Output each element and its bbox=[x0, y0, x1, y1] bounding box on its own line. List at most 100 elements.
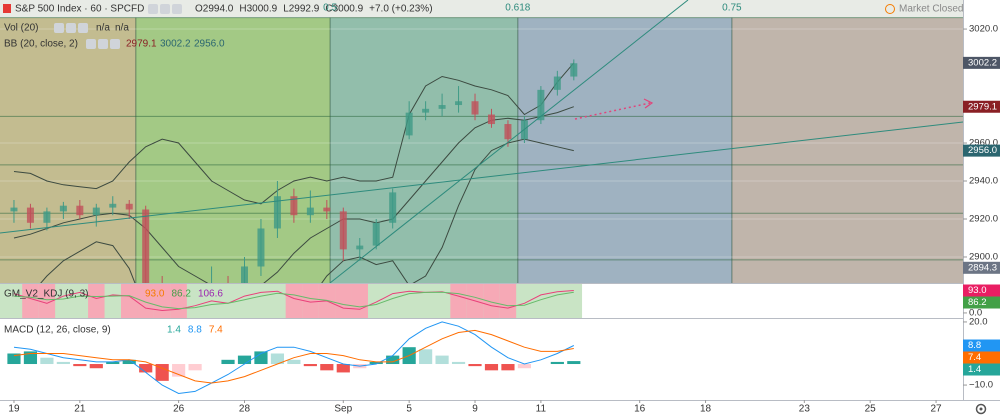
ohlc-value: O2994.0 bbox=[195, 4, 234, 15]
icon[interactable] bbox=[98, 39, 108, 49]
candle-body bbox=[240, 266, 248, 283]
series-line bbox=[13, 62, 575, 205]
icon[interactable] bbox=[78, 23, 88, 33]
histogram-bar bbox=[106, 361, 120, 365]
vol-legend: Vol (20) bbox=[4, 23, 38, 34]
ohlc-value: +7.0 (+0.23%) bbox=[369, 4, 432, 15]
macd-pane bbox=[7, 321, 581, 395]
gear-icon[interactable] bbox=[975, 403, 987, 415]
legend-icons[interactable] bbox=[148, 4, 182, 14]
x-tick-label: 16 bbox=[634, 404, 646, 415]
legend-value: 1.4 bbox=[167, 325, 181, 336]
histogram-bar bbox=[221, 359, 235, 365]
histogram-bar bbox=[23, 351, 38, 365]
histogram-bar bbox=[336, 364, 350, 373]
fib-label: 0.75 bbox=[722, 3, 742, 14]
kdj-legend: GM_V2_KDJ (9, 3) bbox=[4, 289, 88, 300]
series-line bbox=[13, 321, 575, 395]
price-tag-label: 2956.0 bbox=[968, 145, 997, 156]
price-pane bbox=[0, 0, 963, 283]
candle-body bbox=[92, 207, 100, 216]
x-tick-label: 25 bbox=[865, 404, 877, 415]
y-tick-label: 2940.0 bbox=[969, 176, 998, 187]
candle-body bbox=[504, 124, 512, 140]
candle-body bbox=[422, 108, 430, 113]
histogram-bar bbox=[435, 355, 449, 365]
symbol: S&P 500 Index · 60 · SPCFD bbox=[15, 4, 144, 15]
candle-body bbox=[487, 114, 495, 125]
histogram-bar bbox=[155, 364, 169, 381]
bearish-zone bbox=[499, 284, 517, 318]
price-tag-label: 3002.2 bbox=[968, 57, 997, 68]
icon[interactable] bbox=[86, 39, 96, 49]
y-tick-label: 20.0 bbox=[969, 316, 988, 327]
histogram-bar bbox=[484, 364, 499, 371]
bearish-zone bbox=[88, 284, 105, 318]
price-tag-label: 2894.3 bbox=[968, 262, 997, 273]
gear-hub[interactable] bbox=[979, 407, 983, 411]
bearish-zone bbox=[335, 284, 352, 318]
price-tag-label: 93.0 bbox=[968, 285, 987, 296]
fib-zone bbox=[731, 17, 963, 283]
price-tag bbox=[963, 339, 1000, 352]
icon[interactable] bbox=[148, 4, 158, 14]
series-line bbox=[13, 329, 574, 384]
histogram-bar bbox=[419, 349, 433, 365]
histogram-bar bbox=[468, 364, 482, 367]
settings[interactable] bbox=[975, 403, 987, 415]
market-status: Market Closed bbox=[899, 4, 963, 15]
trend-line bbox=[0, 121, 964, 234]
candle-body bbox=[142, 209, 150, 283]
histogram-bar bbox=[270, 353, 285, 365]
bearish-zone bbox=[450, 284, 467, 318]
axes: 19 21 26 28 Sep 5 9 11 16 18 23 25 27 3020.0 2960.0 294… bbox=[8, 24, 1000, 415]
x-tick-label: Sep bbox=[334, 404, 352, 415]
candle-body bbox=[257, 228, 265, 267]
ohlc-value: C3000.9 bbox=[325, 4, 363, 15]
candle-body bbox=[125, 203, 133, 210]
price-tag bbox=[963, 261, 1000, 274]
series-line bbox=[13, 106, 574, 283]
candle-body bbox=[455, 101, 463, 106]
candle-body bbox=[59, 205, 67, 212]
candle-body bbox=[323, 207, 331, 212]
fib-zone-top bbox=[0, 0, 963, 18]
histogram-bar bbox=[7, 353, 21, 365]
histogram-bar bbox=[567, 361, 581, 365]
bearish-zone bbox=[120, 284, 138, 318]
histogram-bar bbox=[287, 359, 301, 365]
candle-body bbox=[570, 63, 578, 77]
icon[interactable] bbox=[160, 4, 170, 14]
kdj-pane bbox=[0, 284, 583, 318]
histogram-bar bbox=[451, 361, 466, 365]
price-tag bbox=[963, 144, 1000, 157]
icon[interactable] bbox=[172, 4, 182, 14]
bearish-zone bbox=[302, 284, 319, 318]
candle-body bbox=[109, 203, 117, 208]
icon[interactable] bbox=[66, 23, 76, 33]
icon[interactable] bbox=[110, 39, 120, 49]
vol-value: n/a bbox=[115, 23, 129, 34]
status-icon bbox=[885, 4, 895, 14]
legend-value: 106.6 bbox=[198, 289, 223, 300]
y-tick-label: −10.0 bbox=[969, 380, 993, 391]
x-tick-label: 5 bbox=[406, 404, 412, 415]
bearish-zone bbox=[483, 284, 500, 318]
y-tick-label: 2960.0 bbox=[969, 138, 998, 149]
bearish-zone bbox=[137, 284, 154, 318]
y-tick-label: 2900.0 bbox=[969, 251, 998, 262]
icon[interactable] bbox=[54, 23, 64, 33]
legend-value: 86.2 bbox=[171, 289, 191, 300]
bb-value: 2956.0 bbox=[194, 39, 225, 50]
bb-legend: BB (20, close, 2) bbox=[4, 39, 78, 50]
x-tick-label: 9 bbox=[472, 404, 478, 415]
histogram-bar bbox=[40, 357, 54, 365]
histogram-bar bbox=[188, 364, 202, 371]
histogram-bar bbox=[550, 361, 564, 365]
vol-value: n/a bbox=[96, 23, 110, 34]
histogram-bar bbox=[254, 351, 268, 365]
x-tick-label: 19 bbox=[8, 404, 20, 415]
price-tag bbox=[963, 56, 1000, 69]
candle-body bbox=[405, 112, 413, 136]
